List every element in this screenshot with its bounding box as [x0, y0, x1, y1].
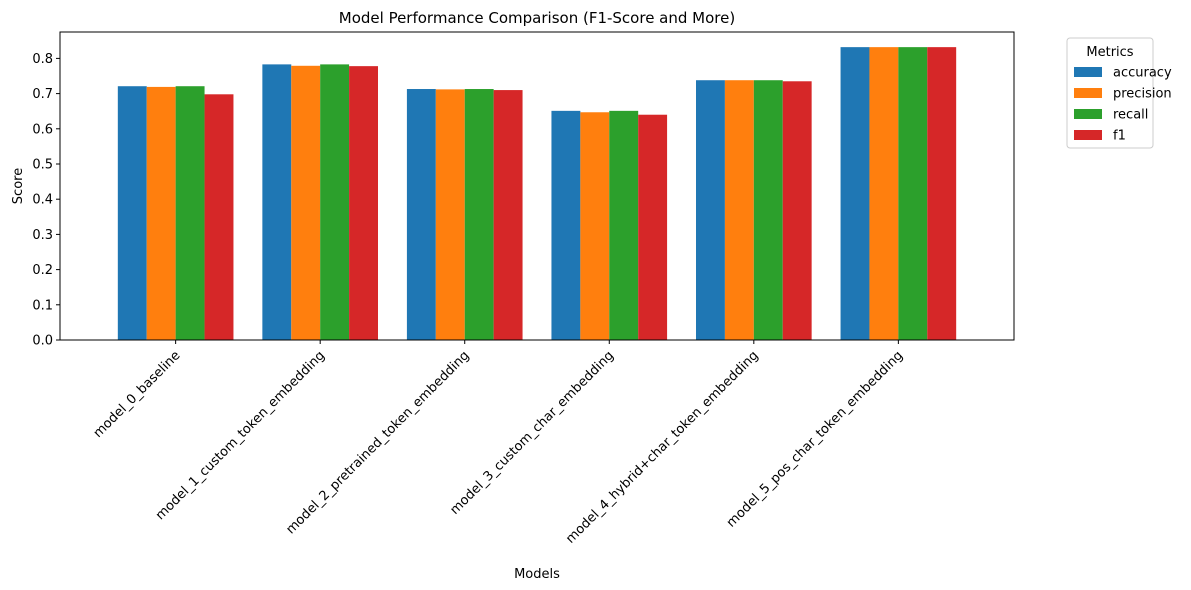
legend-swatch-recall: [1074, 109, 1102, 119]
legend-frame: [1066, 37, 1154, 149]
bar-accuracy-4: [696, 80, 725, 340]
bar-accuracy-0: [117, 86, 147, 341]
bar-f1-0: [204, 94, 234, 340]
bar-precision-3: [580, 112, 610, 340]
y-tick-label: 0.0: [32, 334, 53, 349]
bar-f1-5: [927, 47, 957, 340]
plot-frame: [59, 31, 1015, 341]
bar-f1-2: [493, 90, 523, 340]
bar-accuracy-3: [551, 110, 581, 340]
bar-precision-1: [291, 65, 321, 340]
bar-recall-3: [609, 110, 639, 340]
x-tick-label: model_3_custom_char_embedding: [448, 348, 618, 518]
y-tick-label: 0.8: [32, 52, 53, 67]
x-tick-label: model_1_custom_token_embedding: [153, 348, 328, 523]
legend-swatch-f1: [1074, 130, 1102, 140]
y-tick-label: 0.7: [32, 87, 53, 102]
x-axis: model_0_baselinemodel_1_custom_token_emb…: [91, 340, 906, 547]
bar-f1-1: [349, 66, 378, 340]
legend-title: Metrics: [1086, 45, 1133, 60]
legend-label-accuracy: accuracy: [1113, 66, 1172, 81]
bar-recall-0: [175, 86, 205, 341]
bar-precision-0: [146, 86, 176, 340]
bar-accuracy-1: [262, 64, 292, 340]
bars-group: [117, 47, 957, 341]
y-tick-label: 0.6: [32, 122, 53, 137]
legend-label-f1: f1: [1113, 129, 1126, 144]
y-axis-label: Score: [11, 168, 26, 204]
bar-precision-5: [869, 47, 899, 340]
y-tick-label: 0.2: [32, 263, 53, 278]
bar-accuracy-2: [406, 89, 436, 341]
y-axis: 0.0 0.1 0.2 0.3 0.4 0.5 0.6 0.7 0.8: [32, 52, 60, 349]
bar-recall-2: [464, 89, 494, 341]
bar-precision-2: [435, 89, 465, 340]
x-tick-label: model_0_baseline: [91, 348, 184, 441]
bar-recall-4: [753, 80, 783, 340]
bar-f1-3: [638, 114, 668, 340]
bar-f1-4: [782, 81, 812, 340]
legend-swatch-precision: [1074, 88, 1102, 98]
x-tick-label: model_2_pretrained_token_embedding: [283, 348, 472, 537]
y-tick-label: 0.3: [32, 228, 53, 243]
y-tick-label: 0.4: [32, 193, 53, 208]
y-tick-label: 0.1: [32, 298, 53, 313]
bar-recall-1: [320, 64, 350, 340]
legend: Metrics accuracy precision recall f1: [1066, 37, 1172, 149]
y-tick-label: 0.5: [32, 158, 53, 173]
legend-label-recall: recall: [1113, 108, 1148, 123]
bar-recall-5: [898, 47, 928, 340]
legend-swatch-accuracy: [1074, 67, 1102, 77]
chart-title: Model Performance Comparison (F1-Score a…: [339, 9, 735, 27]
legend-label-precision: precision: [1113, 87, 1172, 102]
x-tick-label: model_5_pos_char_token_embedding: [724, 348, 906, 530]
bar-accuracy-5: [840, 47, 870, 340]
x-axis-label: Models: [514, 567, 560, 582]
bar-precision-4: [724, 80, 754, 340]
